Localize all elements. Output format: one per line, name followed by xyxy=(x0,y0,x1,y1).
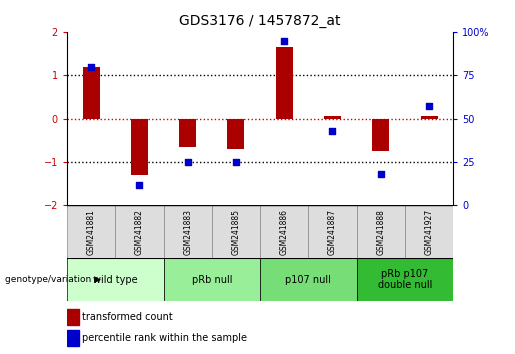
Bar xyxy=(163,258,260,301)
Bar xyxy=(405,205,453,258)
Bar xyxy=(228,119,245,149)
Point xyxy=(232,159,240,165)
Bar xyxy=(131,119,148,175)
Bar xyxy=(67,258,163,301)
Bar xyxy=(356,205,405,258)
Bar xyxy=(276,47,293,119)
Point xyxy=(329,128,337,133)
Text: pRb null: pRb null xyxy=(192,275,232,285)
Bar xyxy=(324,116,341,119)
Bar xyxy=(372,119,389,151)
Bar xyxy=(356,258,453,301)
Text: GSM241885: GSM241885 xyxy=(231,209,241,255)
Title: GDS3176 / 1457872_at: GDS3176 / 1457872_at xyxy=(179,14,341,28)
Point xyxy=(183,159,192,165)
Point xyxy=(135,182,144,187)
Bar xyxy=(67,330,78,346)
Bar xyxy=(115,205,163,258)
Point xyxy=(425,104,433,109)
Bar xyxy=(212,205,260,258)
Text: GSM241882: GSM241882 xyxy=(135,209,144,255)
Point xyxy=(87,64,95,69)
Bar xyxy=(260,205,308,258)
Text: GSM241887: GSM241887 xyxy=(328,209,337,255)
Text: percentile rank within the sample: percentile rank within the sample xyxy=(82,333,247,343)
Text: GSM241888: GSM241888 xyxy=(376,209,385,255)
Text: genotype/variation ▶: genotype/variation ▶ xyxy=(5,275,101,284)
Bar xyxy=(421,116,438,119)
Bar xyxy=(308,205,356,258)
Bar xyxy=(260,258,356,301)
Bar xyxy=(163,205,212,258)
Bar xyxy=(67,205,115,258)
Point xyxy=(376,171,385,177)
Text: p107 null: p107 null xyxy=(285,275,331,285)
Bar xyxy=(82,67,99,119)
Text: GSM241881: GSM241881 xyxy=(87,209,96,255)
Text: wild type: wild type xyxy=(93,275,138,285)
Point xyxy=(280,38,288,44)
Text: pRb p107
double null: pRb p107 double null xyxy=(377,269,432,291)
Text: transformed count: transformed count xyxy=(82,312,173,322)
Text: GSM241883: GSM241883 xyxy=(183,209,192,255)
Text: GSM241927: GSM241927 xyxy=(424,209,434,255)
Bar xyxy=(67,309,78,325)
Bar xyxy=(179,119,196,147)
Text: GSM241886: GSM241886 xyxy=(280,209,289,255)
